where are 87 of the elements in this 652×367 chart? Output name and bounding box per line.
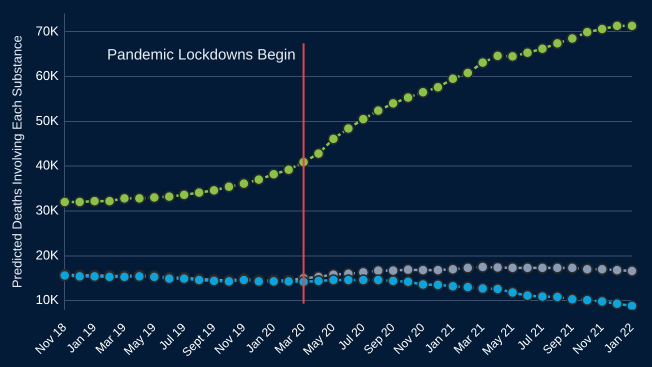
point — [387, 98, 399, 110]
point — [358, 274, 370, 286]
ref-line-label: Pandemic Lockdowns Begin — [107, 46, 296, 64]
point — [522, 262, 534, 274]
point — [476, 56, 488, 68]
point — [118, 192, 130, 204]
point — [476, 282, 488, 294]
point — [148, 192, 160, 204]
point — [402, 276, 414, 288]
point — [312, 148, 324, 160]
y-tick-label: 40K — [36, 158, 60, 173]
point — [447, 73, 459, 85]
point — [328, 274, 340, 286]
point — [358, 113, 370, 125]
point — [88, 195, 100, 207]
point — [536, 262, 548, 274]
point — [432, 264, 444, 276]
point — [626, 300, 638, 310]
point — [626, 265, 638, 277]
point — [522, 290, 534, 302]
y-tick-label: 70K — [36, 23, 60, 38]
point — [476, 261, 488, 273]
point — [253, 174, 265, 186]
point — [506, 286, 518, 298]
y-tick-label: 10K — [36, 292, 60, 308]
point — [387, 264, 399, 276]
point — [238, 178, 250, 190]
point — [372, 104, 384, 116]
point — [342, 274, 354, 286]
point — [432, 279, 444, 291]
point — [447, 263, 459, 275]
point — [432, 82, 444, 94]
point — [417, 86, 429, 98]
point — [372, 274, 384, 286]
point — [342, 122, 354, 134]
point — [268, 168, 280, 180]
y-axis-title: Predicted Deaths Involving Each Substance — [9, 35, 24, 288]
point — [506, 262, 518, 274]
point — [566, 262, 578, 274]
point — [193, 186, 205, 198]
point — [387, 275, 399, 287]
y-tick-label: 20K — [36, 247, 60, 262]
point — [536, 290, 548, 302]
point — [492, 283, 504, 295]
point — [402, 264, 414, 276]
point — [462, 281, 474, 293]
point — [536, 43, 548, 55]
point — [522, 47, 534, 59]
point — [492, 50, 504, 62]
point — [552, 38, 564, 50]
point — [626, 20, 638, 32]
point — [552, 262, 564, 274]
point — [58, 196, 70, 208]
point — [417, 278, 429, 290]
point — [282, 164, 294, 176]
y-tick-label: 30K — [36, 202, 60, 218]
point — [447, 280, 459, 292]
point — [312, 275, 324, 287]
point — [462, 262, 474, 274]
point — [462, 67, 474, 79]
point — [566, 32, 578, 44]
point — [581, 26, 593, 38]
point — [417, 264, 429, 276]
point — [223, 181, 235, 193]
point — [104, 195, 116, 207]
point — [134, 192, 146, 204]
point — [506, 50, 518, 62]
point — [581, 263, 593, 275]
point — [74, 196, 86, 208]
point — [163, 190, 175, 202]
point — [208, 184, 220, 196]
y-tick-label: 60K — [36, 68, 60, 84]
point — [596, 263, 608, 275]
point — [611, 264, 623, 276]
point — [611, 20, 623, 32]
point — [402, 92, 414, 104]
point — [178, 189, 190, 201]
point — [596, 23, 608, 35]
y-tick-label: 50K — [36, 112, 60, 128]
point — [552, 291, 564, 303]
point — [328, 133, 340, 145]
point — [492, 262, 504, 274]
point — [566, 294, 578, 306]
point — [372, 264, 384, 276]
point — [611, 298, 623, 310]
point — [596, 296, 608, 308]
point — [581, 294, 593, 306]
